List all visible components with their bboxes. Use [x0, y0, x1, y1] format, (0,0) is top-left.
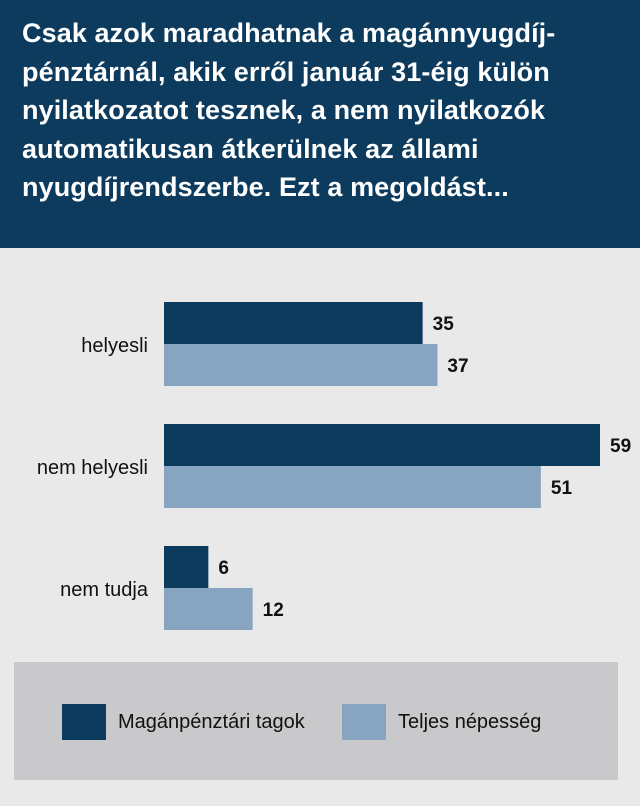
- data-label: 59: [610, 436, 631, 457]
- data-label: 51: [551, 478, 573, 499]
- bar-series1: [164, 302, 423, 344]
- chart-title: Csak azok maradhatnak a magánnyugdíj-pén…: [22, 18, 556, 202]
- category-label: nem helyesli: [37, 457, 148, 479]
- bar-series2: [164, 466, 541, 508]
- data-label: 12: [263, 600, 284, 621]
- category-label: nem tudja: [60, 579, 149, 601]
- legend-label-series1: Magánpénztári tagok: [118, 710, 305, 733]
- legend-item-series1: Magánpénztári tagok: [62, 704, 305, 740]
- chart-header: Csak azok maradhatnak a magánnyugdíj-pén…: [0, 0, 640, 248]
- bar-series2: [164, 344, 438, 386]
- legend-swatch-series1: [62, 704, 106, 740]
- bar-series1: [164, 424, 600, 466]
- legend-label-series2: Teljes népesség: [398, 710, 542, 733]
- bar-chart: helyesli 35 37 nem helyesli 59 51 nem tudja 6 12: [37, 302, 631, 630]
- data-label: 37: [447, 356, 468, 377]
- data-label: 6: [218, 558, 229, 579]
- legend: Magánpénztári tagok Teljes népesség: [14, 662, 618, 780]
- category-label: helyesli: [81, 335, 148, 357]
- data-label: 35: [433, 314, 455, 335]
- bar-series1: [164, 546, 209, 588]
- legend-item-series2: Teljes népesség: [342, 704, 541, 740]
- legend-swatch-series2: [342, 704, 386, 740]
- chart-area: helyesli 35 37 nem helyesli 59 51 nem tudja 6 12: [0, 248, 640, 648]
- bar-series2: [164, 588, 253, 630]
